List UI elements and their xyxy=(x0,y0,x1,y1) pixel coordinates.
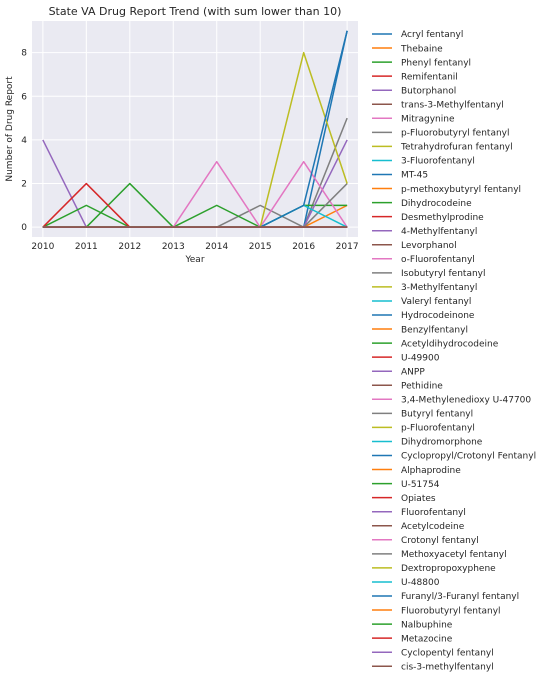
y-tick-label-1: 2 xyxy=(21,180,27,190)
legend-label-25: Pethidine xyxy=(401,381,443,391)
legend-label-7: p-Fluorobutyryl fentanyl xyxy=(401,129,510,139)
legend-label-2: Phenyl fentanyl xyxy=(401,58,471,68)
legend-label-33: Opiates xyxy=(401,494,436,504)
legend-label-24: ANPP xyxy=(401,367,425,377)
legend: Acryl fentanyl Thebaine Phenyl fentanyl Rem… xyxy=(372,30,536,672)
legend-label-32: U-51754 xyxy=(401,480,440,490)
legend-label-27: Butyryl fentanyl xyxy=(401,410,473,420)
x-tick-label-4: 2014 xyxy=(205,242,228,252)
chart-title: State VA Drug Report Trend (with sum low… xyxy=(49,5,342,18)
legend-label-22: Acetyldihydrocodeine xyxy=(401,339,499,349)
legend-label-40: Furanyl/3-Furanyl fentanyl xyxy=(401,592,519,602)
legend-label-3: Remifentanil xyxy=(401,72,458,82)
x-tick-label-0: 2010 xyxy=(31,242,54,252)
y-tick-label-3: 6 xyxy=(21,92,27,102)
legend-label-10: MT-45 xyxy=(401,171,428,181)
x-tick-label-3: 2013 xyxy=(162,242,185,252)
legend-label-31: Alphaprodine xyxy=(401,466,461,476)
x-tick-label-7: 2017 xyxy=(336,242,359,252)
legend-label-35: Acetylcodeine xyxy=(401,522,465,532)
legend-label-12: Dihydrocodeine xyxy=(401,199,472,209)
x-tick-label-1: 2011 xyxy=(75,242,98,252)
legend-label-15: Levorphanol xyxy=(401,241,457,251)
x-tick-label-5: 2015 xyxy=(249,242,272,252)
legend-label-29: Dihydromorphone xyxy=(401,438,483,448)
legend-label-45: cis-3-methylfentanyl xyxy=(401,662,494,672)
x-axis-label: Year xyxy=(184,255,204,265)
legend-label-28: p-Fluorofentanyl xyxy=(401,424,475,434)
legend-label-1: Thebaine xyxy=(400,44,443,54)
legend-label-38: Dextropropoxyphene xyxy=(401,564,496,574)
x-tick-label-6: 2016 xyxy=(292,242,315,252)
legend-label-42: Nalbuphine xyxy=(401,620,453,630)
legend-label-37: Methoxyacetyl fentanyl xyxy=(401,550,507,560)
legend-label-14: 4-Methylfentanyl xyxy=(401,227,477,237)
x-tick-labels: 2010 2011 2012 2013 2014 2015 2016 2017 xyxy=(31,242,358,252)
legend-label-9: 3-Fluorofentanyl xyxy=(401,157,475,167)
legend-label-18: 3-Methylfentanyl xyxy=(401,283,477,293)
y-axis-label: Number of Drug Report xyxy=(5,76,15,182)
legend-label-23: U-49900 xyxy=(401,353,440,363)
legend-label-21: Benzylfentanyl xyxy=(401,325,468,335)
legend-label-8: Tetrahydrofuran fentanyl xyxy=(400,143,513,153)
legend-label-6: Mitragynine xyxy=(401,115,455,125)
y-tick-label-4: 8 xyxy=(21,49,27,59)
legend-label-39: U-48800 xyxy=(401,578,440,588)
legend-label-0: Acryl fentanyl xyxy=(401,30,463,40)
legend-label-5: trans-3-Methylfentanyl xyxy=(401,100,504,110)
legend-label-11: p-methoxybutyryl fentanyl xyxy=(401,185,521,195)
legend-label-19: Valeryl fentanyl xyxy=(401,297,471,307)
legend-label-13: Desmethylprodine xyxy=(401,213,484,223)
legend-label-20: Hydrocodeinone xyxy=(401,311,475,321)
legend-label-34: Fluorofentanyl xyxy=(401,508,466,518)
legend-label-43: Metazocine xyxy=(401,634,453,644)
legend-label-17: Isobutyryl fentanyl xyxy=(401,269,486,279)
legend-label-36: Crotonyl fentanyl xyxy=(401,536,479,546)
x-tick-label-2: 2012 xyxy=(118,242,141,252)
legend-label-16: o-Fluorofentanyl xyxy=(401,255,475,265)
legend-label-4: Butorphanol xyxy=(401,86,456,96)
y-tick-labels: 0 2 4 6 8 xyxy=(21,49,27,234)
series-lines xyxy=(42,30,348,228)
legend-label-30: Cyclopropyl/Crotonyl Fentanyl xyxy=(401,452,536,462)
legend-label-26: 3,4-Methylenedioxy U-47700 xyxy=(401,396,531,406)
y-tick-label-0: 0 xyxy=(21,223,27,233)
legend-label-44: Cyclopentyl fentanyl xyxy=(401,648,494,658)
legend-label-41: Fluorobutyryl fentanyl xyxy=(401,606,501,616)
y-tick-label-2: 4 xyxy=(21,136,27,146)
